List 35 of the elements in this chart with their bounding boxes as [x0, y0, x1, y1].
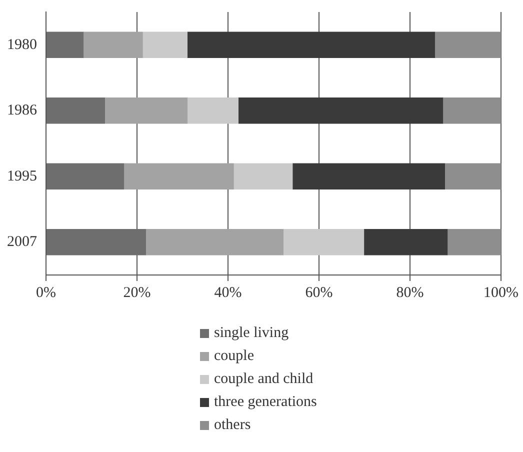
bar — [284, 228, 364, 256]
bar — [142, 32, 188, 58]
bar — [105, 97, 188, 124]
bar — [364, 228, 448, 256]
bar — [292, 163, 446, 190]
y-tick-label: 1995 — [7, 168, 37, 184]
y-tick-label: 1986 — [7, 102, 38, 119]
bar — [124, 163, 234, 190]
bar — [238, 97, 444, 124]
x-tick-label: 60% — [305, 284, 333, 301]
bar — [84, 32, 143, 58]
bar — [46, 32, 84, 58]
bar — [46, 97, 106, 124]
bar — [435, 32, 501, 58]
legend-label: couple and child — [214, 371, 314, 388]
bar — [188, 32, 436, 58]
legend-label: couple — [214, 348, 254, 365]
legend-label: single living — [214, 325, 289, 342]
bar — [46, 163, 124, 190]
x-tick-label: 40% — [214, 284, 242, 301]
bar — [448, 228, 501, 256]
x-tick-label: 80% — [396, 284, 424, 301]
y-tick-label: 2007 — [7, 234, 38, 250]
legend-label: three generations — [214, 394, 317, 411]
legend-label: others — [214, 417, 251, 434]
y-tick-label: 1980 — [7, 36, 37, 53]
bar — [445, 163, 501, 190]
x-tick-label: 20% — [123, 284, 151, 301]
x-tick-label: 0% — [36, 284, 56, 301]
bar — [188, 97, 238, 124]
x-tick-label: 100% — [484, 284, 518, 301]
bar — [443, 97, 501, 124]
bar — [234, 163, 293, 190]
bar — [46, 228, 146, 256]
bar — [146, 228, 284, 256]
